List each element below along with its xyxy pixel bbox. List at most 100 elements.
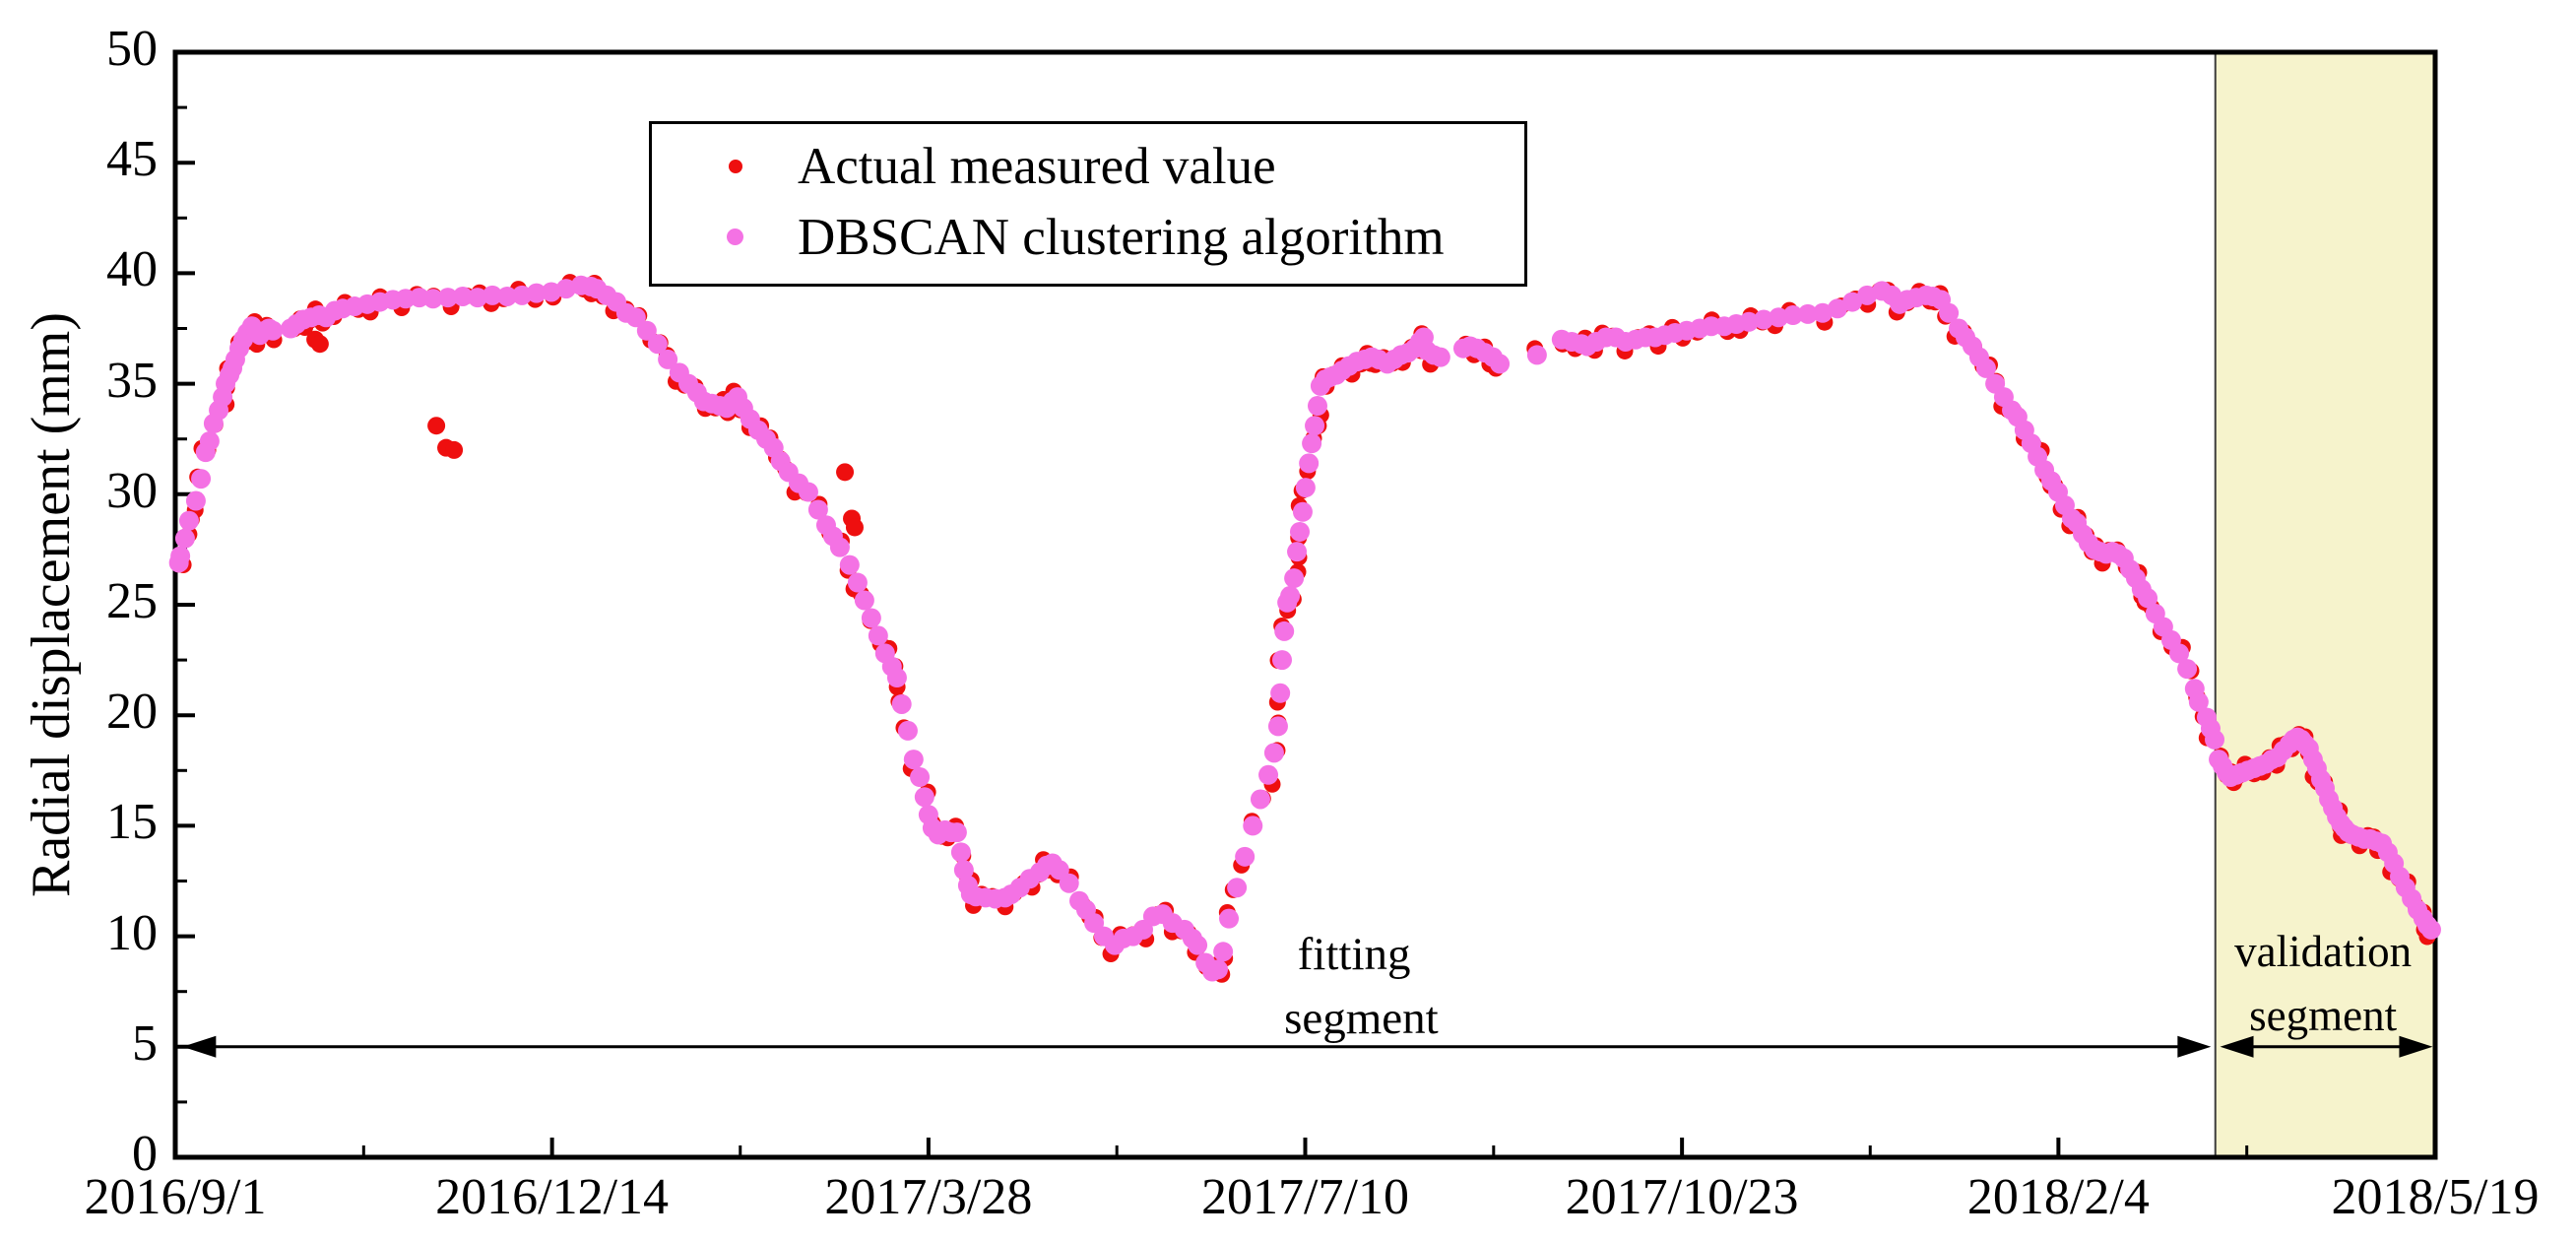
dbscan-data-point xyxy=(263,320,284,341)
y-tick-label: 15 xyxy=(106,794,158,851)
dbscan-data-point xyxy=(658,349,678,369)
y-tick-label: 30 xyxy=(106,462,158,519)
dbscan-data-point xyxy=(1270,683,1291,703)
dbscan-data-point xyxy=(891,693,912,714)
dbscan-data-point xyxy=(1307,396,1327,417)
y-tick-label: 10 xyxy=(106,904,158,961)
validation-region xyxy=(2215,54,2433,1155)
dbscan-data-point xyxy=(185,490,206,511)
x-tick-label: 2016/12/14 xyxy=(435,1169,670,1225)
dbscan-data-point xyxy=(2188,691,2209,712)
dbscan-data-point xyxy=(910,767,931,788)
legend-label-dbscan: DBSCAN clustering algorithm xyxy=(798,209,1445,266)
dbscan-data-point xyxy=(1490,354,1511,374)
actual-outlier-point xyxy=(836,463,855,482)
dbscan-data-point xyxy=(2205,729,2225,750)
dbscan-data-point xyxy=(854,590,874,611)
y-tick-label: 20 xyxy=(106,684,158,741)
dbscan-data-point xyxy=(1243,816,1263,836)
y-tick-label: 0 xyxy=(132,1126,158,1182)
x-tick-label: 2017/10/23 xyxy=(1565,1169,1799,1225)
dbscan-data-point xyxy=(1280,586,1301,607)
legend-row-actual: Actual measured value xyxy=(652,136,1524,197)
dbscan-data-point xyxy=(178,510,199,531)
dbscan-data-point xyxy=(170,546,191,566)
dbscan-data-point xyxy=(1939,302,1960,323)
dbscan-data-point xyxy=(868,625,888,646)
fitting-segment-arrow-right-head xyxy=(2177,1035,2212,1058)
dbscan-data-point xyxy=(2420,919,2441,940)
dbscan-data-point xyxy=(1797,303,1818,324)
fitting-segment-label-line1: fitting xyxy=(1297,928,1411,980)
dbscan-data-point xyxy=(1208,959,1229,980)
dbscan-data-point xyxy=(1289,521,1310,542)
dbscan-data-point xyxy=(1295,478,1316,498)
dbscan-data-point xyxy=(1754,309,1774,330)
dbscan-data-point xyxy=(839,555,860,575)
dbscan-data-point xyxy=(1267,716,1288,737)
dbscan-data-point xyxy=(1299,453,1320,474)
validation-segment-label-line2: segment xyxy=(2249,991,2398,1041)
dbscan-data-point xyxy=(1284,568,1305,589)
dbscan-data-point xyxy=(555,279,576,299)
y-tick-label: 50 xyxy=(106,21,158,77)
dbscan-data-point xyxy=(2138,588,2158,609)
dbscan-data-point xyxy=(903,750,924,770)
dbscan-data-point xyxy=(914,787,934,808)
dbscan-data-point xyxy=(1739,311,1760,332)
y-tick-label: 45 xyxy=(106,131,158,188)
dbscan-data-point xyxy=(1812,302,1833,323)
dbscan-data-point xyxy=(1302,433,1322,454)
dbscan-data-point xyxy=(437,288,458,308)
dbscan-data-point xyxy=(1526,345,1547,365)
dbscan-data-point xyxy=(497,286,518,306)
dbscan-data-point xyxy=(1271,650,1292,671)
dbscan-data-point xyxy=(1227,878,1248,898)
dbscan-data-point xyxy=(847,572,868,593)
dbscan-data-point xyxy=(467,288,487,308)
dbscan-data-point xyxy=(807,499,828,520)
actual-outlier-point xyxy=(427,417,446,435)
validation-segment-arrow-left-head xyxy=(2220,1035,2254,1058)
dbscan-data-point xyxy=(1235,846,1256,867)
validation-segment-label-line1: validation xyxy=(2234,927,2413,977)
validation-segment-arrow-right-head xyxy=(2399,1035,2433,1058)
dbscan-data-point xyxy=(1258,764,1279,785)
actual-outlier-point xyxy=(310,335,329,354)
actual-series-marker-icon xyxy=(729,160,742,173)
dbscan-data-point xyxy=(452,286,473,306)
dbscan-data-point xyxy=(512,285,533,305)
actual-outlier-point xyxy=(845,518,864,537)
dbscan-data-point xyxy=(191,469,212,490)
x-tick-label: 2016/9/1 xyxy=(84,1169,267,1225)
dbscan-data-point xyxy=(541,282,561,302)
y-tick-label: 40 xyxy=(106,241,158,298)
dbscan-data-point xyxy=(174,528,195,549)
x-tick-label: 2017/7/10 xyxy=(1201,1169,1409,1225)
dbscan-data-point xyxy=(829,537,850,557)
x-tick-label: 2018/2/4 xyxy=(1966,1169,2150,1225)
dbscan-data-point xyxy=(886,668,907,688)
dbscan-data-point xyxy=(526,283,547,303)
dbscan-data-point xyxy=(1975,358,1996,378)
y-tick-label: 25 xyxy=(106,573,158,629)
dbscan-data-point xyxy=(1292,501,1313,522)
dbscan-data-point xyxy=(1782,305,1803,326)
dbscan-data-point xyxy=(625,307,646,328)
y-tick-label: 35 xyxy=(106,352,158,409)
dbscan-data-point xyxy=(1188,935,1208,955)
dbscan-data-point xyxy=(1769,307,1789,328)
dbscan-data-point xyxy=(1828,298,1848,319)
legend-label-actual: Actual measured value xyxy=(798,138,1276,195)
dbscan-data-point xyxy=(636,320,657,341)
dbscan-data-point xyxy=(798,482,818,502)
dbscan-data-point xyxy=(1213,942,1234,962)
dbscan-data-point xyxy=(950,842,971,863)
dbscan-data-point xyxy=(861,608,881,628)
dbscan-data-point xyxy=(1430,347,1450,367)
legend-row-dbscan: DBSCAN clustering algorithm xyxy=(652,207,1524,268)
x-tick-label: 2018/5/19 xyxy=(2331,1169,2540,1225)
dbscan-data-point xyxy=(1059,873,1079,893)
